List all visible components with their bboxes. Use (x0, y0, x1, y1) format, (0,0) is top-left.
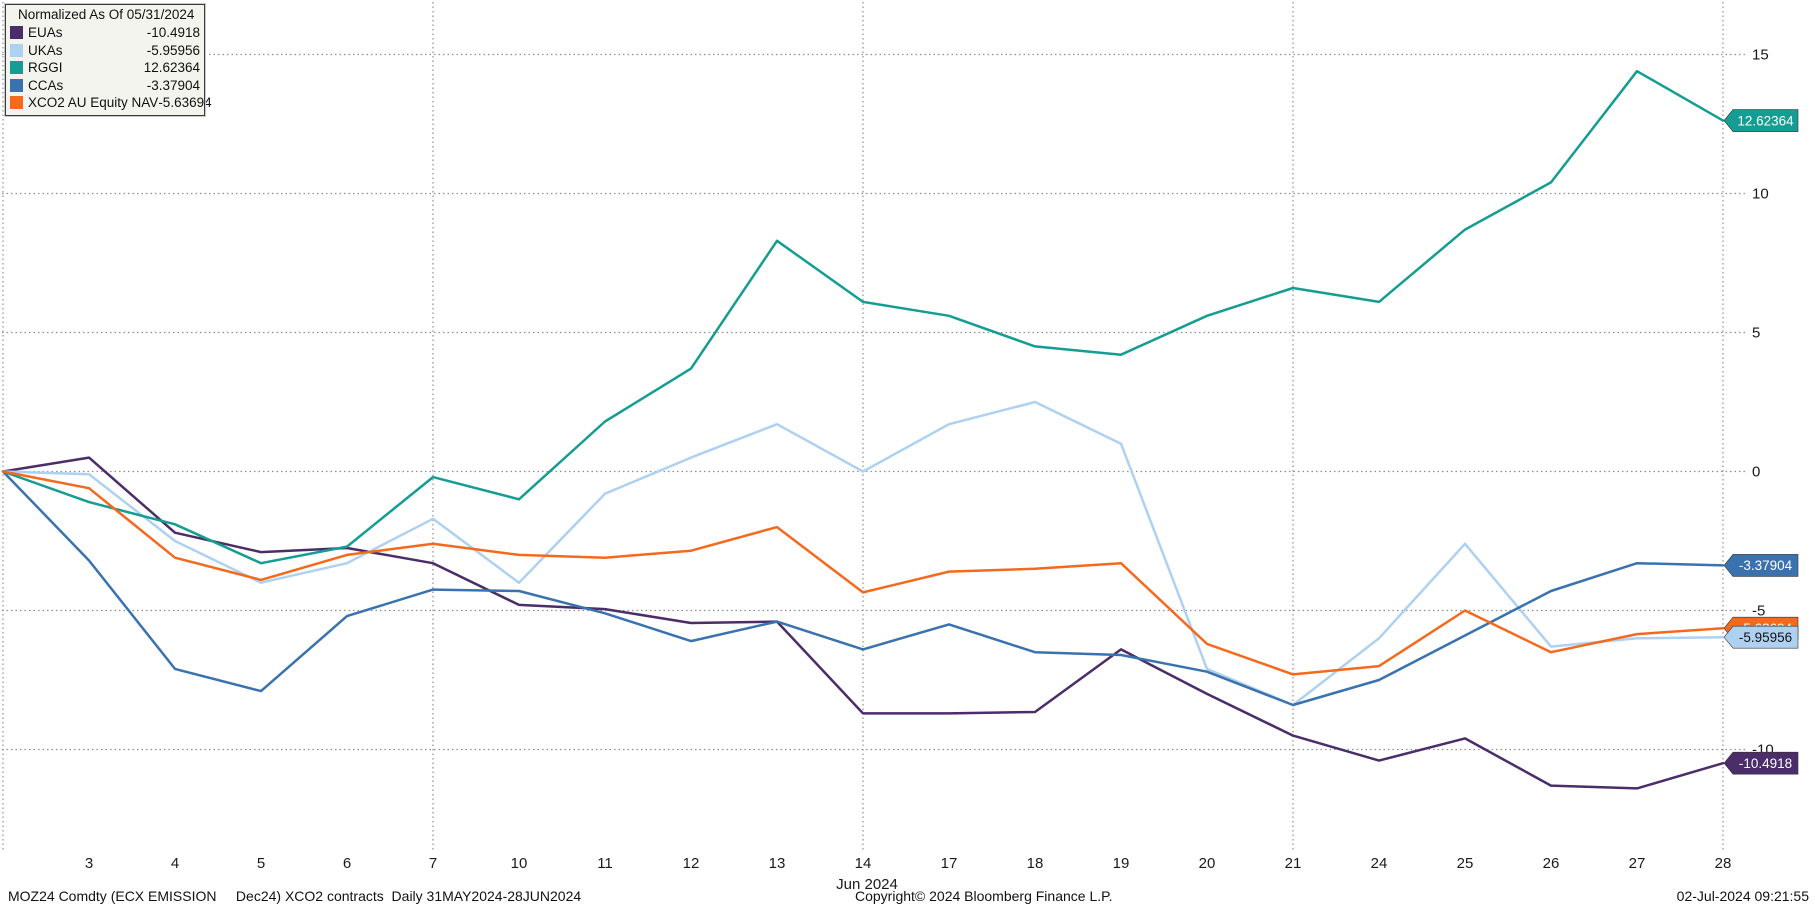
x-axis-label: 19 (1113, 855, 1130, 872)
x-axis-label: 11 (597, 855, 613, 872)
series-line-xco2-au-equity-nav (1, 470, 1725, 676)
legend-series-value: -5.95956 (146, 42, 200, 58)
x-axis-label: 26 (1543, 855, 1560, 872)
y-axis-label: -5 (1752, 603, 1765, 620)
last-value-badge-rggi (1723, 109, 1799, 132)
series-line-rggi (1, 69, 1725, 565)
x-axis-label: 6 (343, 855, 351, 872)
x-axis-label: 18 (1027, 855, 1044, 872)
last-value-badge-text: -5.95956 (1739, 630, 1792, 645)
chart-legend: Normalized As Of 05/31/2024 EUAs -10.4918… (4, 3, 212, 117)
y-axis-label: 10 (1752, 186, 1769, 203)
x-axis-label: 5 (257, 855, 265, 872)
x-axis-label: 13 (769, 855, 786, 872)
security-description: MOZ24 Comdty (ECX EMISSION Dec24) XCO2 c… (8, 888, 582, 904)
x-axis-label: 14 (855, 855, 872, 872)
legend-swatch (10, 26, 23, 40)
x-axis-label: 24 (1371, 855, 1388, 872)
x-axis-month-label: Jun 2024 (836, 876, 898, 893)
legend-series-name: CCAs (28, 77, 64, 93)
y-axis-label: 0 (1752, 464, 1760, 481)
x-axis-label: 27 (1629, 855, 1646, 872)
last-value-badge-text: -3.37904 (1739, 558, 1793, 573)
legend-swatch (10, 43, 23, 57)
legend-series-name: XCO2 AU Equity NAV (28, 95, 159, 110)
legend-series-value: -10.4918 (146, 25, 200, 40)
last-value-badge-text: -10.4918 (1739, 756, 1792, 771)
last-value-badge-euas (1723, 751, 1799, 775)
x-axis-label: 21 (1285, 855, 1302, 872)
x-axis-label: 17 (941, 855, 958, 872)
legend-item-rggi[interactable]: RGGI 12.62364 (10, 59, 200, 77)
x-axis-label: 7 (429, 855, 437, 872)
x-axis-label: 28 (1715, 855, 1732, 872)
legend-item-xco2-au-equity-nav[interactable]: XCO2 AU Equity NAV -5.63694 (10, 94, 212, 112)
series-line-ukas (1, 400, 1725, 707)
x-axis-label: 4 (171, 855, 179, 872)
copyright-text: Copyright© 2024 Bloomberg Finance L.P. (855, 888, 1113, 904)
x-axis-label: 3 (85, 855, 93, 872)
series-line-euas (1, 456, 1725, 790)
legend-series-value: -3.37904 (146, 77, 200, 93)
legend-series-name: EUAs (28, 25, 63, 40)
x-axis-label: 25 (1457, 855, 1474, 872)
y-axis-label: 5 (1752, 325, 1760, 342)
last-value-badge-text: 12.62364 (1737, 113, 1794, 128)
legend-item-euas[interactable]: EUAs -10.4918 (10, 24, 200, 42)
x-axis-label: 10 (511, 855, 528, 872)
timestamp: 02-Jul-2024 09:21:55 (1676, 888, 1809, 904)
legend-item-ccas[interactable]: CCAs -3.37904 (10, 77, 200, 95)
x-axis-label: 12 (683, 855, 700, 872)
legend-swatch (10, 78, 23, 92)
last-value-badge-ccas (1723, 554, 1799, 577)
legend-series-name: RGGI (28, 60, 63, 75)
last-value-badge-ukas (1723, 625, 1799, 649)
legend-series-name: UKAs (28, 42, 63, 58)
legend-series-value: -5.63694 (158, 95, 212, 110)
legend-item-ukas[interactable]: UKAs -5.95956 (10, 42, 200, 60)
legend-series-value: 12.62364 (143, 60, 200, 75)
y-axis-label: 15 (1752, 47, 1769, 64)
x-axis-label: 20 (1199, 855, 1216, 872)
legend-title: Normalized As Of 05/31/2024 (18, 7, 195, 22)
legend-swatch (10, 96, 23, 110)
series-line-ccas (1, 470, 1725, 707)
status-bar: MOZ24 Comdty (ECX EMISSION Dec24) XCO2 c… (0, 882, 1815, 913)
legend-swatch (10, 61, 23, 75)
